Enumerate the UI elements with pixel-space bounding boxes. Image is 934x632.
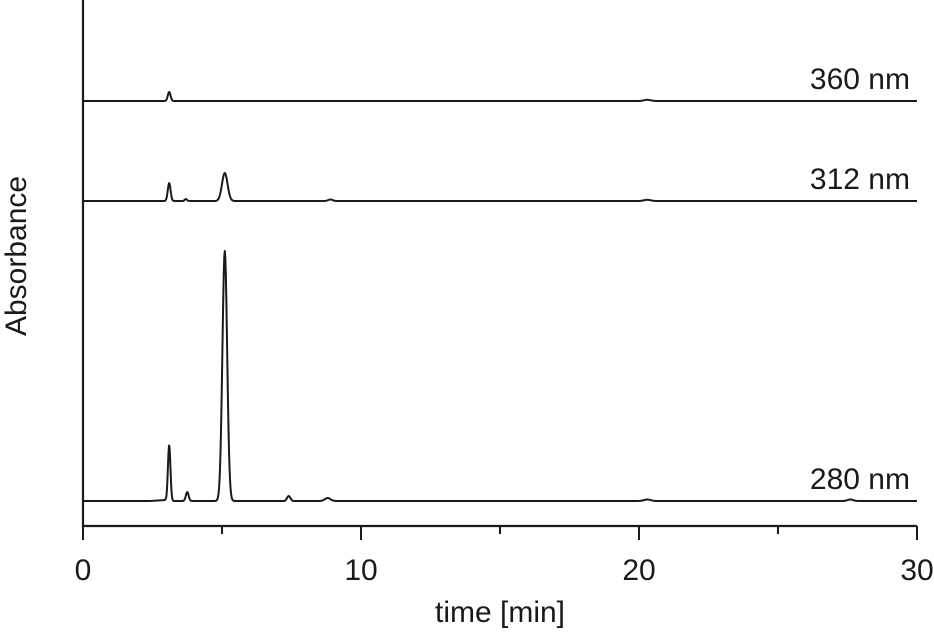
x-tick-label: 20 <box>622 554 655 587</box>
x-ticks <box>82 526 918 540</box>
series-labels: 360 nm 312 nm 280 nm <box>810 63 910 496</box>
x-tick-labels: 0 10 20 30 <box>75 554 934 587</box>
x-tick-label: 30 <box>900 554 933 587</box>
traces <box>82 91 918 502</box>
series-label: 312 nm <box>810 163 910 196</box>
y-axis-title: Absorbance <box>0 176 33 336</box>
x-axis-title: time [min] <box>435 596 565 629</box>
axes <box>81 0 917 528</box>
series-label: 360 nm <box>810 63 910 96</box>
x-tick-label: 0 <box>75 554 92 587</box>
x-tick-label: 10 <box>344 554 377 587</box>
trace-360-nm <box>82 91 918 102</box>
trace-312-nm <box>82 172 918 202</box>
trace-280-nm <box>82 250 918 502</box>
series-label: 280 nm <box>810 463 910 496</box>
